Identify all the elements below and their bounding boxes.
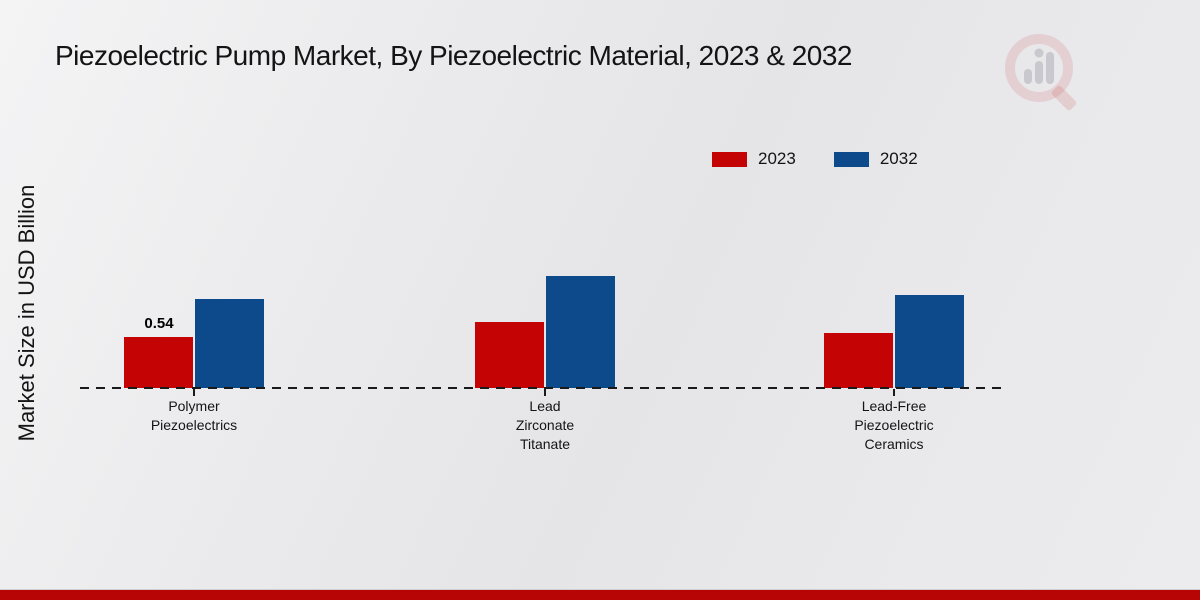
legend-swatch-2023 (712, 151, 747, 167)
x-axis-baseline (80, 387, 1007, 389)
legend: 2023 2032 (712, 149, 918, 169)
market-research-future-logo (995, 28, 1090, 123)
legend-item-2023: 2023 (712, 149, 796, 169)
bar-2023-polymer-piezoelectrics (124, 337, 193, 388)
category-label-lead-free-piezoelectric-ceramics: Lead-Free Piezoelectric Ceramics (854, 398, 934, 452)
category-label-polymer-piezoelectrics: Polymer Piezoelectrics (150, 398, 238, 433)
x-axis-tick (193, 389, 195, 396)
legend-label-2023: 2023 (758, 149, 796, 168)
x-axis-tick (893, 389, 895, 396)
legend-item-2032: 2032 (833, 149, 918, 169)
category-label-lead-zirconate-titanate: Lead Zirconate Titanate (515, 398, 575, 452)
bar-2032-polymer-piezoelectrics (195, 299, 264, 388)
footer-band (0, 589, 1200, 600)
legend-label-2032: 2032 (879, 149, 918, 168)
bar-2032-lead-free-piezoelectric-ceramics (895, 295, 964, 388)
x-axis-tick (544, 389, 546, 396)
legend-swatch-2032 (833, 151, 869, 167)
data-label-2023-polymer-piezoelectrics: 0.54 (144, 315, 174, 332)
chart-title: Piezoelectric Pump Market, By Piezoelect… (55, 40, 853, 71)
magnifier-bar-chart-icon (1005, 34, 1077, 111)
bar-2023-lead-zirconate-titanate (475, 322, 544, 388)
bar-2032-lead-zirconate-titanate (546, 276, 615, 388)
bar-2023-lead-free-piezoelectric-ceramics (824, 333, 893, 388)
